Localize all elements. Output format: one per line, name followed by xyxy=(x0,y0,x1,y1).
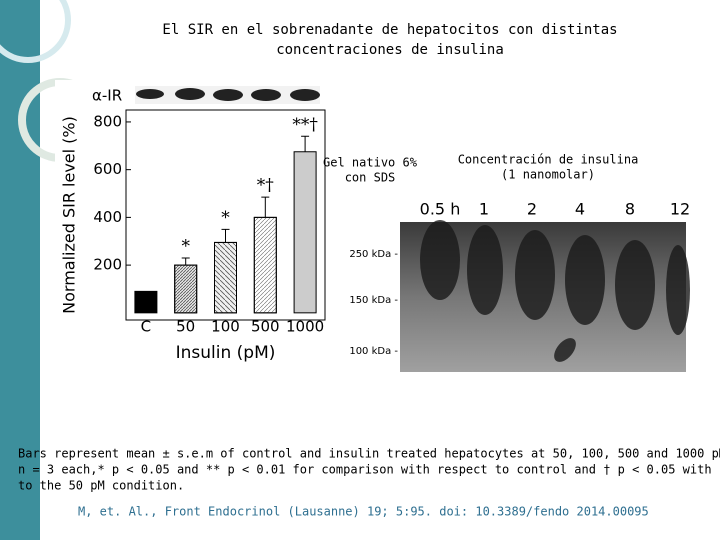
bar xyxy=(293,151,317,314)
title: El SIR en el sobrenadante de hepatocitos… xyxy=(162,22,617,38)
title: concentraciones de insulina xyxy=(276,42,504,58)
bar-hatch xyxy=(214,241,237,314)
blot-bands xyxy=(136,88,320,101)
bar-chart: 200 400 600 800 Normalized SIR level (%) Insu… xyxy=(60,109,326,363)
x-tick-label: C xyxy=(141,318,151,336)
gel-label: con SDS xyxy=(345,171,396,185)
bar-hatch xyxy=(253,216,277,314)
error-bar xyxy=(261,196,270,218)
figure-panel xyxy=(55,80,330,365)
lane-label: 8 xyxy=(625,200,635,219)
lane-label: 4 xyxy=(575,200,585,219)
concentration-label: (1 nanomolar) xyxy=(501,168,595,182)
gel-smears xyxy=(420,220,690,362)
concentration-label: Concentración de insulina xyxy=(458,153,639,167)
blot-label: α-IR xyxy=(92,87,122,105)
significance-mark: *† xyxy=(257,176,275,196)
x-tick-label: 500 xyxy=(251,318,280,336)
significance-mark: * xyxy=(221,208,230,228)
lane-label: 12 xyxy=(670,200,690,219)
lane-labels: 0.5 h 1 2 4 8 12 xyxy=(420,200,691,219)
significance-mark: * xyxy=(181,236,190,256)
x-tick-label: 1000 xyxy=(286,318,324,336)
marker-label: 100 kDa - xyxy=(349,346,398,357)
caption: Bars represent mean ± s.e.m of control a… xyxy=(18,447,720,461)
y-tick-label: 600 xyxy=(93,160,122,178)
marker-label: 150 kDa - xyxy=(349,295,398,306)
y-tick-label: 800 xyxy=(93,112,122,130)
significance-mark: **† xyxy=(292,115,318,135)
bar-hatch xyxy=(174,264,198,314)
error-bar xyxy=(221,228,230,243)
lane-label: 2 xyxy=(527,200,537,219)
x-tick-label: 50 xyxy=(176,318,195,336)
bar xyxy=(134,290,158,314)
gel-label: Gel nativo 6% xyxy=(323,156,418,170)
caption: to the 50 pM condition. xyxy=(18,479,184,493)
x-tick-label: 100 xyxy=(211,318,240,336)
lane-label: 0.5 h xyxy=(420,200,461,219)
deco-circle xyxy=(0,0,71,63)
citation: M, et. Al., Front Endocrinol (Lausanne) … xyxy=(78,505,649,519)
marker-label: 250 kDa - xyxy=(349,249,398,260)
y-tick-label: 200 xyxy=(93,256,122,274)
error-bar xyxy=(301,135,310,152)
y-tick-label: 400 xyxy=(93,208,122,226)
plot-frame xyxy=(125,109,326,321)
lane-label: 1 xyxy=(479,200,489,219)
y-axis-label: Normalized SIR level (%) xyxy=(60,116,79,314)
x-axis-label: Insulin (pM) xyxy=(176,343,276,363)
caption: n = 3 each,* p < 0.05 and ** p < 0.01 fo… xyxy=(18,463,720,477)
error-bar xyxy=(181,257,190,266)
